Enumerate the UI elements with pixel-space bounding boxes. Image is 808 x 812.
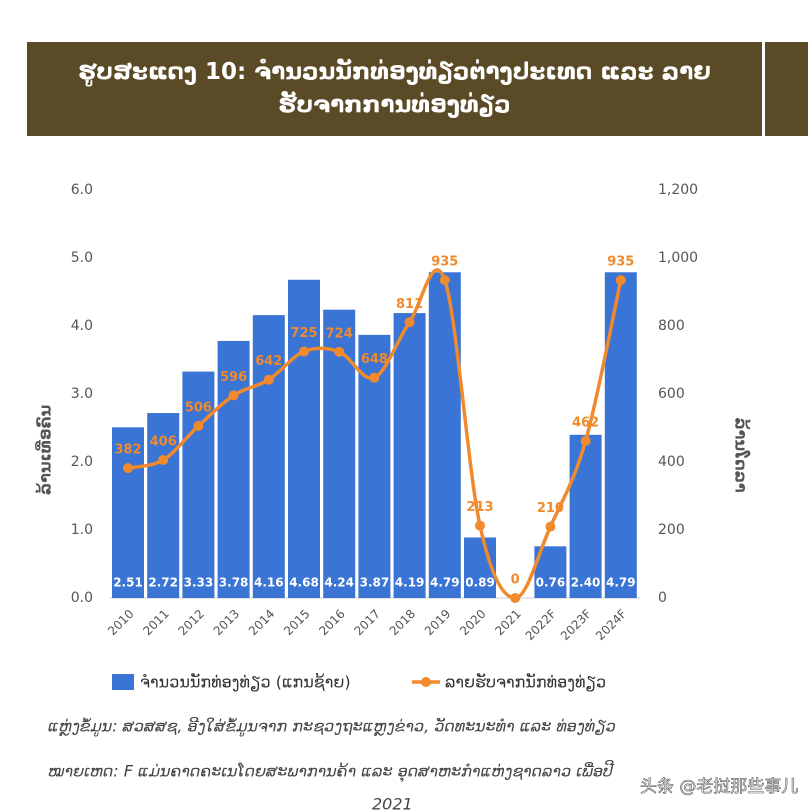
line-point (510, 593, 521, 603)
x-tick-label: 2019 (422, 607, 453, 638)
x-tick-label: 2014 (246, 607, 277, 638)
line-value-label: 935 (431, 255, 458, 270)
line-value-label: 382 (114, 443, 141, 458)
line-value-label: 724 (326, 326, 353, 341)
bar-value-label: 0.76 (536, 576, 566, 590)
line-point (545, 521, 556, 532)
x-tick-label: 2024F (593, 607, 629, 643)
bar-value-label: 3.33 (184, 576, 214, 590)
x-tick-label: 2017 (351, 607, 382, 638)
bar-value-label: 4.79 (430, 576, 460, 590)
x-tick-label: 2023F (558, 607, 594, 643)
y-tick-label: 1.0 (71, 522, 93, 538)
y-tick-label: 2.0 (71, 454, 93, 470)
x-tick-label: 2012 (175, 607, 206, 638)
line-point (158, 454, 169, 465)
bar (323, 309, 356, 598)
bar-value-label: 4.79 (606, 576, 636, 590)
x-tick-label: 2021 (492, 607, 523, 638)
x-tick-label: 2020 (457, 607, 488, 638)
x-tick-label: 2011 (140, 607, 171, 638)
legend-label: ຈຳນວນນັກທ່ອງທ່ຽວ (ແກນຊ້າຍ) (140, 672, 351, 691)
x-tick-label: 2015 (281, 607, 312, 638)
legend-swatch (421, 677, 431, 687)
line-point (123, 463, 133, 474)
line-value-label: 210 (537, 501, 564, 516)
y-tick-label: 5.0 (71, 250, 93, 266)
bar-value-label: 2.72 (148, 576, 178, 590)
line-value-label: 725 (290, 326, 317, 341)
chart-title: ຮູບສະແດງ 10: ຈຳນວນນັກທ່ອງທ່ຽວຕ່າງປະເທດ ແ… (27, 42, 762, 136)
y2-tick-label: 400 (658, 454, 685, 470)
bar (604, 272, 637, 598)
bar-value-label: 3.87 (360, 576, 390, 590)
line-point (299, 346, 309, 357)
line-value-label: 935 (607, 255, 634, 270)
y-tick-label: 0.0 (71, 590, 93, 606)
bar-value-label: 4.19 (395, 576, 425, 590)
line-point (404, 317, 415, 328)
legend-label: ລາຍຮັບຈາກນັກທ່ອງທ່ຽວ (445, 672, 606, 691)
x-tick-label: 2018 (387, 607, 418, 638)
x-tick-label: 2013 (211, 607, 242, 638)
y-tick-label: 6.0 (71, 182, 93, 198)
y2-tick-label: 1,200 (658, 182, 698, 198)
y-axis-label: ລ້ານເທື່ອຄົນ (35, 405, 55, 495)
y-tick-label: 4.0 (71, 318, 93, 334)
line-point (334, 346, 345, 357)
bar (182, 371, 215, 598)
header-band (765, 42, 808, 136)
line-value-label: 506 (185, 400, 212, 415)
line-point (615, 275, 626, 286)
x-tick-label: 2022F (523, 607, 559, 643)
legend-swatch (112, 674, 134, 690)
y2-tick-label: 800 (658, 318, 685, 334)
line-value-label: 406 (150, 434, 177, 449)
bar-value-label: 4.68 (289, 576, 319, 590)
note: 2021 (372, 795, 413, 812)
x-tick-label: 2010 (105, 607, 136, 638)
line-point (580, 435, 591, 446)
line-point (263, 374, 274, 385)
bar-value-label: 0.89 (465, 576, 495, 590)
bar (428, 272, 461, 598)
line-point (228, 390, 239, 401)
line-point (439, 275, 450, 286)
x-tick-label: 2016 (316, 607, 347, 638)
watermark: 头条 @老挝那些事儿 (640, 777, 798, 797)
y-tick-label: 3.0 (71, 386, 93, 402)
bar (147, 413, 180, 598)
bar-value-label: 3.78 (219, 576, 249, 590)
bar (112, 427, 144, 598)
note: ໝາຍເຫດ: F ແມ່ນຄາດຄະເນໂດຍສະພາການຄ້າ ແລະ ອ… (48, 760, 615, 783)
bar (217, 340, 250, 598)
line-value-label: 596 (220, 370, 247, 385)
bar (288, 279, 320, 598)
y2-tick-label: 200 (658, 522, 685, 538)
bar-value-label: 2.51 (113, 576, 143, 590)
y2-tick-label: 600 (658, 386, 685, 402)
line-value-label: 811 (396, 297, 423, 312)
y2-tick-label: 0 (658, 590, 667, 606)
note: ແຫຼ່ງຂໍ້ມູນ: ສວສສຊ, ອີງໃສ່ຂໍ້ມູນຈາກ ກະຊວ… (48, 716, 616, 736)
line-value-label: 0 (511, 573, 520, 588)
bar (569, 434, 602, 598)
line-value-label: 213 (466, 500, 493, 515)
line-value-label: 462 (572, 415, 599, 430)
bar-value-label: 4.16 (254, 576, 284, 590)
y2-tick-label: 1,000 (658, 250, 698, 266)
bar (252, 315, 285, 598)
line-value-label: 648 (361, 352, 388, 367)
line-point (369, 372, 380, 383)
line-point (193, 420, 204, 431)
bar-value-label: 2.40 (571, 576, 601, 590)
y2-axis-label: ລ້ານໂດລາ (732, 417, 751, 493)
bar (393, 313, 426, 598)
line-point (475, 520, 485, 531)
bar-value-label: 4.24 (324, 576, 354, 590)
line-value-label: 642 (255, 354, 282, 369)
